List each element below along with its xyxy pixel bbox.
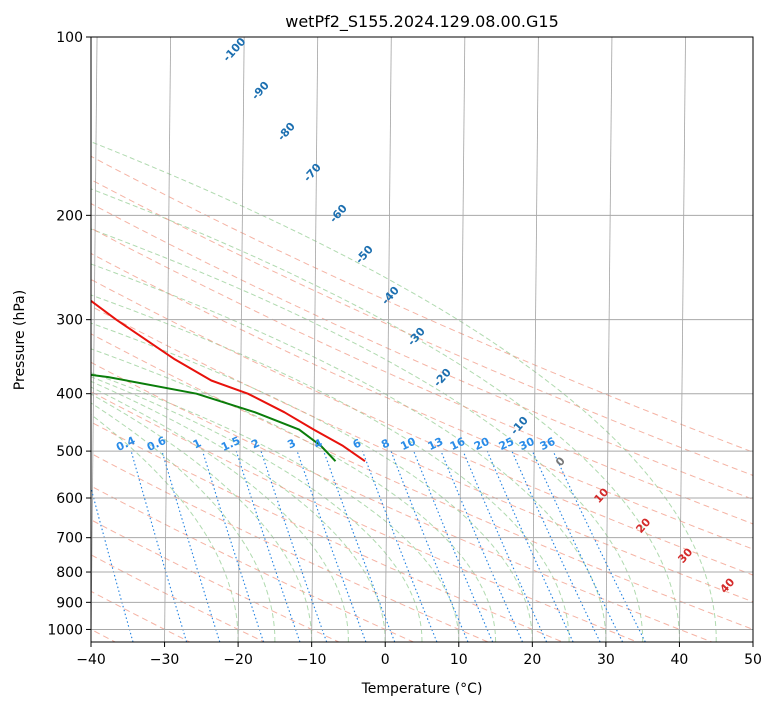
- y-tick-label: 200: [56, 208, 83, 224]
- isotherm-line: [237, 37, 245, 642]
- temperature-profile-line: [91, 299, 366, 463]
- moist-adiabat-line: [91, 372, 460, 642]
- mixing-ratio-line: [413, 450, 494, 642]
- isotherm-line: [679, 37, 686, 642]
- moist-adiabat-line: [91, 263, 607, 642]
- y-tick-label: 800: [56, 565, 83, 581]
- y-tick-label: 600: [56, 491, 83, 507]
- mixing-ratio-label: 13: [426, 435, 445, 453]
- dry-adiabat-line: [91, 519, 340, 642]
- mixing-ratio-label: 16: [448, 435, 468, 453]
- mixing-ratio-line: [161, 450, 221, 642]
- dry-adiabat-line: [91, 203, 753, 500]
- dry-adiabat-line: [91, 179, 753, 476]
- plot-frame: [90, 36, 754, 643]
- y-tick-label: 400: [56, 387, 83, 403]
- dry-adiabat-line: [91, 361, 712, 642]
- x-tick-label: 40: [671, 652, 689, 668]
- mixing-ratio-label: 36: [538, 435, 558, 453]
- y-tick-label: 300: [56, 313, 83, 329]
- isotherm-line: [91, 37, 98, 642]
- isotherm-line: [531, 37, 539, 642]
- x-tick-label: −40: [76, 652, 106, 668]
- mixing-ratio-line: [390, 450, 469, 642]
- dewpoint-profile-line: [91, 373, 337, 462]
- x-tick-label: −10: [297, 652, 327, 668]
- mixing-ratio-line: [440, 450, 524, 642]
- x-tick-label: 30: [597, 652, 615, 668]
- moist-adiabat-line: [91, 228, 644, 642]
- x-axis-label: Temperature (°C): [361, 681, 483, 697]
- x-tick-label: 10: [450, 652, 468, 668]
- y-axis-label: Pressure (hPa): [12, 290, 28, 390]
- dry-adiabat-line: [91, 305, 753, 603]
- mixing-ratio-label: 30: [517, 435, 537, 453]
- dry-adiabat-line: [91, 391, 638, 642]
- y-tick-label: 500: [56, 444, 83, 460]
- isotherm-line: [164, 37, 172, 642]
- isotherm-line: [458, 37, 466, 642]
- mixing-ratio-label: 10: [399, 435, 419, 453]
- y-tick-label: 900: [56, 595, 83, 611]
- isotherm-line: [311, 37, 319, 642]
- mixing-ratio-line: [462, 450, 548, 642]
- dry-adiabat-line: [91, 252, 753, 550]
- dry-adiabat-line: [91, 333, 753, 630]
- mixing-ratio-label: 25: [497, 435, 516, 453]
- y-tick-label: 700: [56, 531, 83, 547]
- mixing-ratio-line: [552, 450, 646, 642]
- x-tick-label: 50: [744, 652, 762, 668]
- moist-adiabat-line: [91, 413, 239, 642]
- mixing-ratio-label: 20: [472, 435, 492, 453]
- mixing-ratio-line: [235, 450, 301, 642]
- moist-adiabat-line: [91, 376, 423, 642]
- mixing-ratio-line: [296, 450, 367, 642]
- moist-adiabat-line: [91, 141, 717, 642]
- x-tick-label: −30: [150, 652, 180, 668]
- moist-adiabat-line: [91, 322, 533, 642]
- moist-adiabat-line: [91, 348, 497, 642]
- moist-adiabat-line: [91, 380, 386, 642]
- moist-adiabat-line: [91, 402, 276, 642]
- moist-adiabat-line: [91, 188, 680, 642]
- mixing-ratio-line: [202, 450, 265, 642]
- x-tick-label: 0: [381, 652, 390, 668]
- mixing-ratio-line: [130, 450, 188, 642]
- dry-adiabat-line: [91, 452, 489, 642]
- moist-adiabat-line: [91, 393, 313, 642]
- x-tick-label: −20: [223, 652, 253, 668]
- x-tick-label: 20: [523, 652, 541, 668]
- mixing-ratio-line: [323, 450, 396, 642]
- mixing-ratio-line: [260, 450, 328, 642]
- y-tick-label: 1000: [47, 622, 83, 638]
- isotherm-line: [384, 37, 392, 642]
- dry-adiabat-line: [91, 278, 753, 576]
- isotherm-line: [605, 37, 613, 642]
- y-tick-label: 100: [56, 30, 83, 46]
- chart-title: wetPf2_S155.2024.129.08.00.G15: [285, 12, 559, 32]
- mixing-ratio-line: [91, 485, 134, 642]
- mixing-ratio-line: [361, 450, 438, 642]
